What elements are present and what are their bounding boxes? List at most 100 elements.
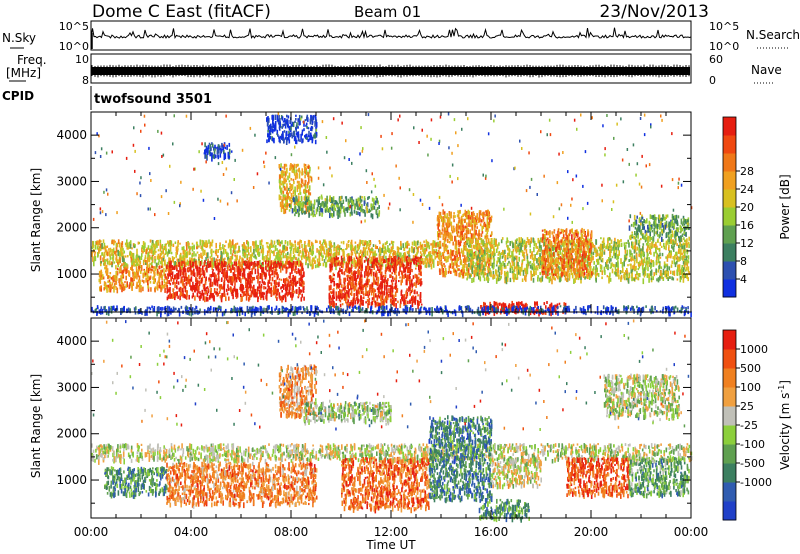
echo-region	[491, 457, 542, 490]
colorbar-swatch	[723, 153, 736, 172]
y-tick-label: 4000	[56, 334, 87, 348]
colorbar-swatch	[723, 406, 736, 426]
colorbar-swatch	[723, 368, 736, 388]
echo-region	[428, 415, 493, 504]
y-axis-title: Slant Range [km]	[29, 168, 43, 272]
x-tick-label: 04:00	[174, 525, 209, 539]
freq-left-tick-bottom: 8	[82, 74, 89, 87]
x-tick-label: 00:00	[674, 525, 709, 539]
nave-right-tick-bottom: 0	[709, 74, 716, 87]
echo-region	[328, 255, 423, 310]
colorbar-swatch	[723, 463, 736, 483]
colorbar-tick-label: -500	[740, 457, 765, 470]
station-title: Dome C East (fitACF)	[92, 2, 271, 22]
colorbar-swatch	[723, 261, 736, 280]
echo-region	[266, 114, 318, 145]
colorbar-tick-label: 25	[740, 400, 754, 413]
echo-region	[91, 443, 693, 465]
colorbar-swatch	[723, 207, 736, 226]
colorbar-swatch	[723, 444, 736, 464]
colorbar-tick-label: 20	[740, 201, 754, 214]
colorbar-tick-label: 1000	[740, 343, 768, 356]
colorbar-tick-label: 500	[740, 362, 761, 375]
x-tick-label: 16:00	[474, 525, 509, 539]
colorbar-tick-label: 16	[740, 219, 754, 232]
y-tick-label: 1000	[56, 473, 87, 487]
colorbar-swatch	[723, 330, 736, 350]
colorbar-swatch	[723, 387, 736, 407]
echo-region	[628, 213, 690, 243]
colorbar-swatch	[723, 279, 736, 298]
echo-region	[436, 209, 493, 279]
noise-right-tick-top: 10^5	[709, 20, 739, 33]
frequency-trace	[91, 64, 690, 78]
colorbar-tick-label: 100	[740, 381, 761, 394]
colorbar-tick-label: 28	[740, 165, 754, 178]
x-tick-label: 12:00	[374, 525, 409, 539]
sparse-echoes	[91, 319, 690, 431]
colorbar-title: Velocity [m s-1]	[777, 380, 792, 470]
noise-trace	[90, 27, 692, 49]
colorbar: 1000 500 100 25 -25 -100 -500 -1000 Velocity [m …	[722, 329, 792, 521]
echo-region	[166, 461, 318, 509]
noise-left-label: N.Sky	[2, 31, 36, 45]
date-label: 23/Nov/2013	[599, 2, 709, 22]
cpid-label: CPID	[2, 89, 34, 103]
y-tick-label: 3000	[56, 380, 87, 394]
echo-region	[291, 195, 381, 220]
colorbar-swatch	[723, 349, 736, 369]
velocity-heatmap-panel: 1000 2000 3000 4000 Slant Range [km] 1000 500 1…	[29, 317, 792, 523]
y-tick-label: 2000	[56, 427, 87, 441]
colorbar-title: Power [dB]	[778, 174, 792, 239]
echo-region	[541, 227, 593, 280]
cpid-program: twofsound 3501	[94, 92, 212, 107]
echo-region	[303, 401, 392, 426]
echo-field	[91, 364, 693, 523]
x-tick-label: 20:00	[574, 525, 609, 539]
echo-region	[341, 456, 430, 514]
echo-region	[98, 264, 167, 294]
echo-region	[628, 456, 690, 499]
noise-right-tick-bottom: 10^0	[709, 40, 739, 53]
colorbar-tick-label: 8	[740, 255, 747, 268]
colorbar-swatch	[723, 117, 736, 136]
colorbar-tick-label: -1000	[740, 476, 772, 489]
beam-label: Beam 01	[354, 3, 421, 21]
nave-right-tick-top: 60	[709, 53, 723, 66]
colorbar-tick-label: 12	[740, 237, 754, 250]
colorbar-swatch	[723, 425, 736, 445]
y-tick-label: 2000	[56, 221, 87, 235]
cpid-panel: CPID twofsound 3501	[2, 86, 212, 110]
echo-region	[478, 498, 530, 523]
noise-left-tick-bottom: 10^0	[59, 40, 89, 53]
freq-label-line1: Freq.	[17, 53, 47, 67]
colorbar-swatch	[723, 482, 736, 502]
freq-label-line2: [MHz]	[6, 66, 41, 80]
colorbar-swatch	[723, 243, 736, 262]
echo-region	[566, 457, 630, 499]
echo-region	[203, 142, 233, 162]
colorbar-tick-label: -100	[740, 438, 765, 451]
colorbar-tick-label: 4	[740, 273, 747, 286]
colorbar-swatch	[723, 501, 736, 521]
y-tick-label: 4000	[56, 128, 87, 142]
power-heatmap-panel: 1000 2000 3000 4000 Slant Range [km] 4 8 12 16 20…	[29, 111, 792, 318]
sparse-echoes	[92, 112, 693, 224]
frequency-panel: Freq. [MHz] 10 8 60 0 Nave	[6, 53, 782, 87]
echo-region	[104, 466, 168, 500]
echo-region	[603, 373, 681, 421]
y-tick-label: 1000	[56, 267, 87, 281]
colorbar-swatch	[723, 135, 736, 154]
colorbar: 4 8 12 16 20 24 28 Power [dB]	[722, 116, 792, 298]
y-axis-title: Slant Range [km]	[29, 374, 43, 478]
noise-right-label: N.Search	[746, 28, 800, 42]
echo-region	[166, 260, 305, 303]
nave-label: Nave	[751, 63, 782, 77]
freq-left-tick-top: 10	[75, 53, 89, 66]
x-axis-title: Time UT	[365, 538, 416, 552]
colorbar-swatch	[723, 189, 736, 208]
echo-field	[91, 114, 692, 318]
noise-left-tick-top: 10^5	[59, 20, 89, 33]
noise-panel: N.Sky 10^5 10^0 10^5 10^0 N.Search	[2, 20, 800, 53]
y-tick-label: 3000	[56, 174, 87, 188]
